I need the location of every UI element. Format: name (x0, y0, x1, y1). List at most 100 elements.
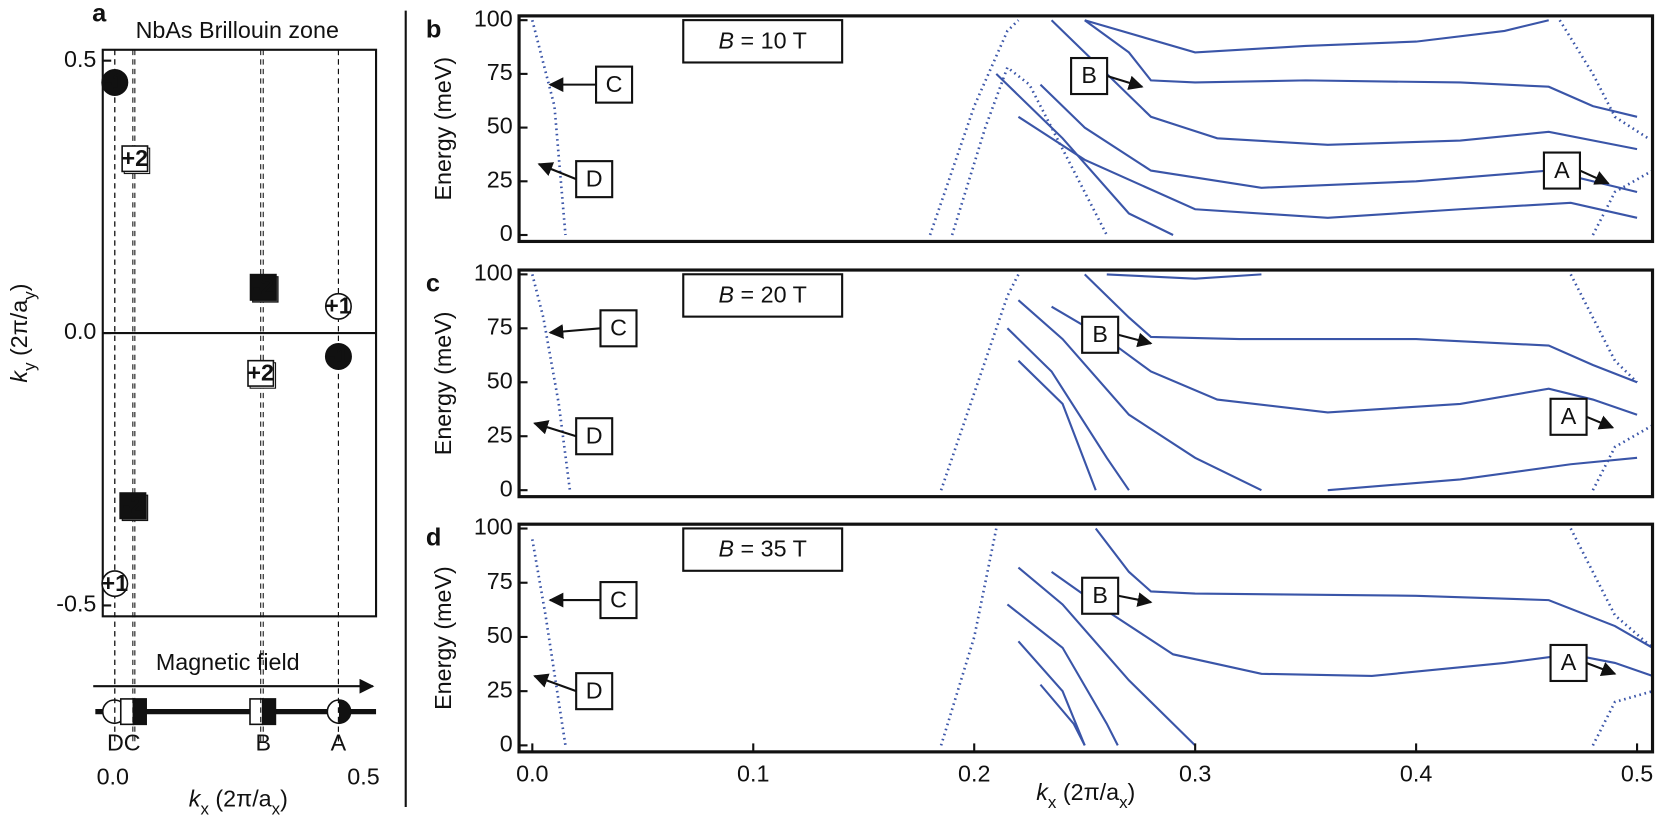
y-tick-label: 0 (500, 475, 513, 501)
projection-icons (93, 678, 377, 726)
annotation-box (599, 309, 638, 348)
energy-band (531, 19, 567, 236)
y-tick-label: 75 (487, 313, 513, 339)
annotation-arrow (1586, 415, 1615, 430)
field-symbol: B (719, 282, 735, 308)
y-axis-label: Energy (meV) (430, 57, 456, 201)
annotation-box (575, 672, 614, 711)
chirality-label: +2 (122, 145, 149, 171)
annotation-box (575, 417, 614, 456)
energy-band (939, 528, 998, 746)
energy-band (1017, 115, 1638, 219)
energy-band (1569, 273, 1638, 384)
annotation-arrow (1117, 332, 1153, 348)
weyl-point (121, 145, 149, 173)
field-label: B = 35 T (719, 536, 807, 562)
annotation-label: D (586, 422, 603, 448)
energy-band (1017, 299, 1262, 492)
y-tick-label: 100 (474, 514, 513, 540)
y-tick-label: 100 (474, 5, 513, 31)
annotation-arrow (1579, 169, 1610, 185)
energy-band (1083, 273, 1638, 384)
field-label: Magnetic field (156, 649, 300, 675)
x-axis-label-part: ) (1128, 779, 1136, 805)
annotation-box (1070, 56, 1109, 96)
field-value: = 35 T (734, 536, 807, 562)
y-tick-label: 50 (487, 622, 513, 648)
y-tick-label: -0.5 (56, 591, 96, 617)
x-axis-label-part: x (1048, 793, 1057, 812)
energy-band (1051, 305, 1638, 416)
y-tick-label: 50 (487, 113, 513, 139)
field-label: B = 10 T (719, 28, 807, 54)
annotation-arrow (533, 420, 577, 438)
field-symbol: B (719, 28, 735, 54)
energy-band (1084, 19, 1638, 118)
x-tick-label: 0.3 (1179, 760, 1211, 786)
energy-band (928, 19, 1020, 236)
weyl-point (324, 292, 352, 320)
field-box (682, 273, 844, 318)
energy-band (1106, 273, 1262, 280)
annotation-box (1549, 397, 1588, 436)
energy-band (1569, 527, 1653, 649)
energy-band (1017, 359, 1097, 491)
x-tick-label: 0.0 (97, 764, 129, 790)
y-tick-label: 25 (487, 421, 513, 447)
weyl-point (101, 68, 129, 96)
y-tick-label: 0.0 (64, 318, 96, 344)
energy-band (530, 539, 567, 746)
energy-band (1094, 527, 1653, 649)
energy-band (1050, 19, 1638, 151)
annotation-box (1081, 315, 1120, 354)
projection-label: DC (107, 730, 141, 756)
x-axis-label-part: (2π/a (209, 786, 272, 812)
x-tick-label: 0.2 (958, 760, 990, 786)
chirality-label: -1 (328, 343, 349, 369)
plot-frame (517, 14, 1655, 244)
annotation-label: A (1554, 157, 1570, 183)
x-axis-label: kx (2π/ax) (189, 786, 288, 819)
annotation-arrow (548, 324, 601, 339)
y-tick-label: 0 (500, 731, 513, 757)
y-tick-label: 75 (487, 59, 513, 85)
x-tick-label: 0.0 (516, 760, 548, 786)
energy-band (1039, 683, 1086, 746)
annotation-label: B (1092, 321, 1108, 347)
y-axis-label: ky (2π/ay) (6, 284, 39, 383)
x-tick-label: 0.5 (347, 764, 379, 790)
chart-title: NbAs Brillouin zone (136, 17, 339, 43)
field-symbol: B (719, 536, 735, 562)
x-axis-label-part: x (272, 800, 281, 819)
energy-band (1006, 603, 1119, 746)
chirality-label: -2 (253, 274, 274, 300)
annotation-label: A (1561, 649, 1577, 675)
annotation-label: C (610, 586, 627, 612)
panel-label: a (92, 0, 107, 28)
y-axis-label-part: (2π/a (6, 300, 32, 363)
annotation-box (1081, 576, 1120, 615)
y-axis-label-part: k (6, 370, 32, 383)
annotation-label: C (606, 71, 623, 97)
field-box (682, 527, 844, 572)
energy-band (1084, 19, 1549, 54)
annotation-arrow (1106, 75, 1144, 90)
y-tick-label: 25 (487, 676, 513, 702)
annotation-label: A (1561, 403, 1577, 429)
y-axis-label-part: y (20, 291, 39, 300)
y-axis-label-part: y (20, 362, 39, 371)
energy-band (1591, 169, 1653, 236)
field-box (682, 19, 844, 64)
annotation-box (595, 65, 634, 104)
chirality-label: +1 (325, 293, 352, 319)
energy-band (1327, 456, 1638, 492)
y-axis-label: Energy (meV) (430, 566, 456, 710)
energy-band (939, 273, 1020, 491)
field-label: B = 20 T (719, 282, 807, 308)
projection-label: A (331, 730, 347, 756)
annotation-arrow (1586, 661, 1617, 676)
x-axis-label-part: x (200, 800, 209, 819)
y-axis-label-part: ) (6, 284, 32, 292)
